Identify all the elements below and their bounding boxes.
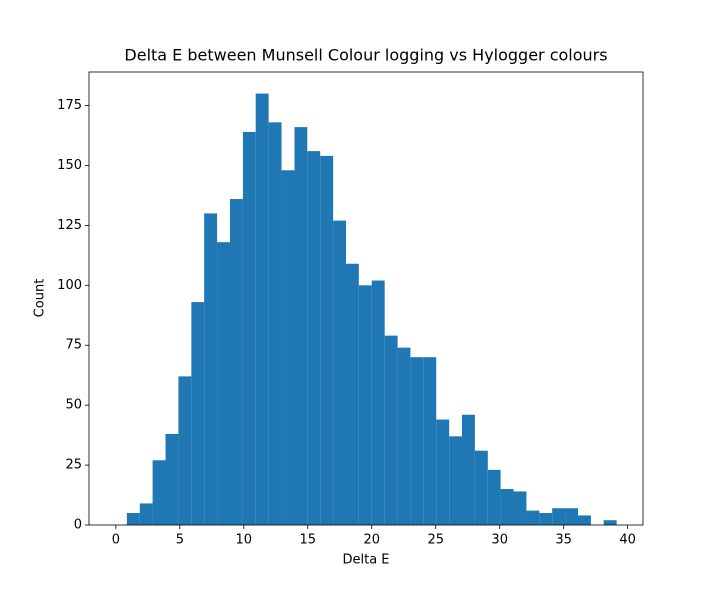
bar (513, 491, 527, 525)
x-tick-label: 40 (619, 533, 636, 548)
bar (578, 515, 591, 525)
bar (242, 131, 256, 525)
plot-frame (88, 71, 644, 526)
bar (307, 151, 321, 525)
bar (358, 285, 372, 525)
bar (436, 419, 450, 525)
bar (552, 508, 566, 525)
y-tick-label: 100 (57, 278, 82, 293)
bar (204, 213, 218, 525)
bar (320, 155, 334, 525)
x-axis-label: Delta E (342, 553, 389, 568)
x-tick-label: 5 (176, 533, 184, 548)
bar (294, 127, 308, 525)
y-axis-label: Count (33, 279, 48, 318)
y-tick-label: 75 (65, 338, 82, 353)
bar (165, 433, 179, 525)
y-tick-label: 25 (65, 458, 82, 473)
bar (423, 357, 437, 525)
bar (371, 280, 385, 525)
bar (526, 510, 540, 525)
y-tick-label: 175 (57, 98, 82, 113)
bar (603, 520, 617, 525)
bar (333, 220, 347, 525)
x-tick-label: 0 (112, 533, 120, 548)
bar (474, 450, 488, 525)
x-tick-label: 35 (555, 533, 572, 548)
bar (397, 347, 411, 525)
bar (152, 460, 166, 525)
x-tick-label: 30 (491, 533, 508, 548)
bar (539, 513, 553, 525)
bar (410, 357, 424, 525)
x-tick-label: 20 (363, 533, 380, 548)
bar (178, 376, 192, 525)
bar (500, 489, 514, 525)
bar (191, 302, 205, 525)
x-tick-label: 10 (236, 533, 253, 548)
bar (229, 199, 243, 526)
bar (281, 170, 295, 525)
y-tick-label: 50 (65, 398, 82, 413)
bar (126, 513, 140, 525)
chart-title: Delta E between Munsell Colour logging v… (124, 46, 607, 65)
bar (461, 414, 475, 525)
y-tick-label: 150 (57, 158, 82, 173)
y-tick-label: 125 (57, 218, 82, 233)
x-tick-label: 25 (427, 533, 444, 548)
bar (139, 503, 153, 525)
bar (346, 263, 359, 525)
bar (565, 508, 579, 525)
bar (217, 242, 230, 525)
y-tick-label: 0 (74, 518, 82, 533)
bar (268, 122, 282, 525)
bar (255, 93, 269, 526)
x-tick-label: 15 (300, 533, 317, 548)
bar (384, 335, 398, 525)
bar (487, 469, 501, 525)
bar (449, 436, 462, 525)
